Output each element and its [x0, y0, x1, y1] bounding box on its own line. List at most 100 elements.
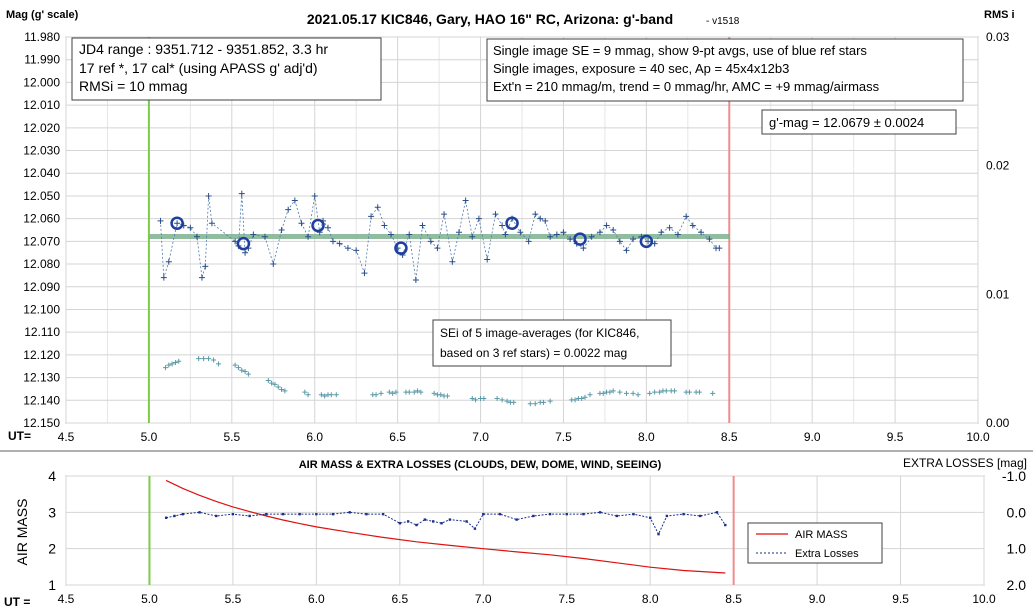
- extra-losses-point: [532, 514, 535, 518]
- rms-point: [196, 356, 202, 362]
- single-point: [285, 206, 292, 213]
- y-tick-labels: 11.980 11.990 12.000 12.010 12.020 12.030 12.0…: [23, 30, 60, 430]
- single-point: [588, 233, 595, 240]
- info-line: Single image SE = 9 mmag, show 9-pt avgs…: [493, 43, 867, 58]
- x-axis-label: UT =: [4, 595, 30, 609]
- single-image-series: [157, 190, 723, 283]
- single-point: [174, 220, 181, 227]
- single-point: [278, 227, 285, 233]
- extra-losses-point: [331, 512, 335, 516]
- chart-subtitle: - v1518: [706, 16, 740, 27]
- x-tick-label: 9.5: [892, 592, 909, 606]
- rms-point: [406, 389, 412, 395]
- extra-losses-point: [248, 514, 251, 518]
- rms-point: [617, 389, 623, 395]
- rms-point: [572, 397, 578, 403]
- rms-point: [541, 399, 547, 405]
- single-point: [250, 231, 257, 238]
- single-point: [462, 197, 469, 204]
- rms-point: [652, 389, 658, 395]
- rms-point: [322, 393, 328, 399]
- extra-losses-point: [440, 522, 443, 525]
- rms-point: [235, 365, 241, 371]
- single-point: [537, 215, 544, 222]
- single-point: [353, 247, 360, 254]
- x-tick-label: 8.5: [725, 592, 742, 606]
- extra-losses-point: [465, 520, 468, 523]
- y-tick-label: 12.110: [24, 325, 60, 339]
- x-axis-label: UT=: [8, 429, 31, 443]
- extra-losses-point: [598, 511, 602, 514]
- single-point: [469, 233, 476, 240]
- rms-point: [390, 390, 396, 396]
- average-point: [236, 236, 251, 251]
- y-tick-labels: 1 2 3 4: [48, 468, 56, 593]
- single-point: [502, 231, 509, 238]
- rms-point: [239, 367, 245, 373]
- rms-point: [172, 360, 178, 366]
- info-box-right: Single image SE = 9 mmag, show 9-pt avgs…: [486, 38, 964, 102]
- rms-point: [532, 401, 538, 407]
- single-point: [406, 231, 413, 238]
- y-axis-label: AIR MASS: [14, 499, 30, 566]
- legend-label: Extra Losses: [795, 548, 859, 560]
- legend: AIR MASS Extra Losses: [747, 522, 883, 564]
- single-point: [666, 224, 673, 231]
- single-point: [645, 238, 652, 245]
- rms-point: [672, 388, 678, 394]
- single-point: [261, 233, 268, 240]
- rms-point: [499, 397, 505, 403]
- rms-point: [663, 388, 669, 394]
- average-point: [170, 216, 184, 230]
- single-point: [368, 213, 375, 220]
- single-point: [553, 231, 560, 238]
- single-point: [324, 224, 331, 231]
- extra-losses-point: [665, 514, 669, 518]
- rms-point: [710, 390, 716, 396]
- extra-losses-point: [498, 512, 502, 516]
- y-tick-label: 4: [48, 468, 56, 484]
- rms-point: [511, 399, 517, 405]
- single-point: [547, 233, 554, 240]
- y-tick-label: 2: [48, 541, 56, 557]
- single-point: [270, 261, 277, 268]
- rms-point: [282, 388, 288, 394]
- extra-losses-point: [381, 512, 385, 516]
- y-tick-label: 12.000: [23, 75, 60, 89]
- extra-losses-point: [632, 512, 635, 516]
- rms-point: [630, 390, 636, 396]
- y-tick-label: 12.020: [23, 121, 60, 135]
- y2-tick-label: 0.03: [986, 30, 1010, 44]
- info-line: RMSi = 10 mmag: [79, 78, 188, 94]
- single-point: [532, 211, 539, 218]
- extra-losses-point: [398, 522, 402, 525]
- rms-point: [373, 392, 379, 398]
- rms-point: [211, 357, 217, 363]
- rms-point: [504, 398, 510, 404]
- y2-tick-label: 0.02: [986, 159, 1010, 173]
- extra-losses-point: [415, 523, 418, 527]
- x-tick-labels: 4.5 5.0 5.5 6.0 6.5 7.0 7.5 8.0 8.5 9.0 9.5 10.0: [58, 430, 990, 444]
- single-point: [525, 238, 532, 245]
- single-point: [623, 247, 630, 254]
- y2-tick-label: 2.0: [1007, 577, 1027, 593]
- x-tick-label: 5.5: [225, 592, 242, 606]
- x-tick-label: 5.0: [141, 592, 158, 606]
- airmass-chart: AIR MASS & EXTRA LOSSES (CLOUDS, DEW, DO…: [4, 456, 1027, 609]
- single-point: [160, 274, 167, 281]
- sei-box: SEi of 5 image-averages (for KIC846, bas…: [432, 319, 672, 367]
- x-tick-label: 7.5: [558, 592, 575, 606]
- y2-axis-label: RMS i: [984, 9, 1015, 21]
- single-point: [157, 217, 164, 224]
- extra-losses-point: [315, 512, 318, 516]
- x-tick-label: 9.0: [809, 592, 826, 606]
- rms-point: [333, 392, 339, 398]
- extra-losses-point: [265, 512, 268, 516]
- rms-point: [696, 389, 702, 395]
- rms-point: [610, 388, 616, 394]
- extra-losses-point: [423, 518, 427, 521]
- rms-point: [647, 390, 653, 396]
- extra-losses-point: [164, 516, 168, 519]
- rms-point: [607, 389, 613, 395]
- x-tick-label: 10.0: [966, 430, 990, 444]
